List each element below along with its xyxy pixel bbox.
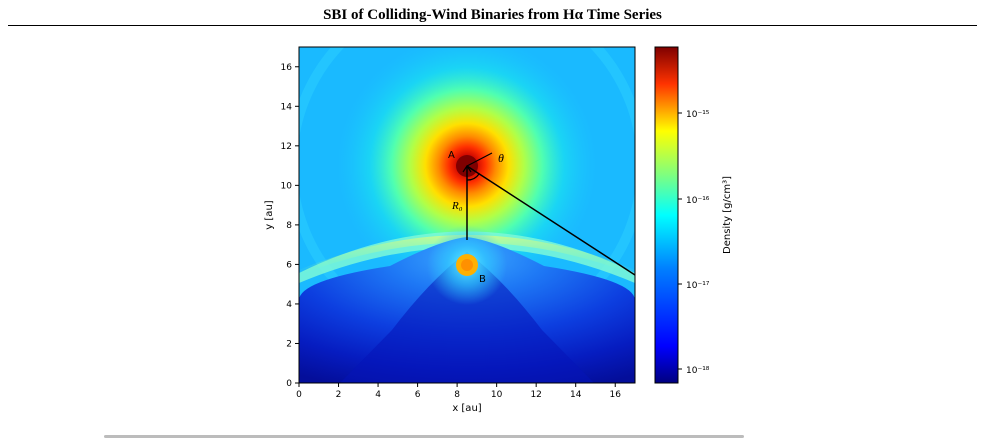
plot-frame [298,46,636,384]
x-axis-label: x [au] [452,403,481,414]
theta-arc [466,173,480,181]
colorbar-tick-label: 10⁻¹⁷ [686,281,710,291]
colorbar-tick-label: 10⁻¹⁸ [686,366,710,376]
x-tick-label: 4 [375,390,381,400]
x-tick-label: 8 [454,390,460,400]
x-tick-label: 6 [415,390,421,400]
axes: 0 2 4 6 8 10 12 14 16 0 2 4 6 8 10 12 14 16 [281,63,622,400]
x-tick-label: 10 [491,390,503,400]
y-tick-label: 16 [281,63,293,73]
colorbar-tick-label: 10⁻¹⁵ [686,110,710,120]
y-axis-label: y [au] [264,200,275,229]
y-tick-label: 2 [286,339,292,349]
density-heatmap: A B θ R₀ [299,47,635,383]
angle-ray [466,165,635,276]
y-tick-label: 4 [286,300,292,310]
colorbar-ticks: 10⁻¹⁵ 10⁻¹⁶ 10⁻¹⁷ 10⁻¹⁸ [678,110,710,376]
header-rule [8,25,977,26]
theta-label: θ [498,151,504,165]
y-tick-label: 8 [286,221,292,231]
colorbar-label: Density [g/cm³] [722,176,733,254]
x-tick-label: 2 [336,390,342,400]
x-tick-label: 0 [296,390,302,400]
y-tick-label: 10 [281,181,293,191]
y-tick-label: 14 [281,102,293,112]
star-b-label: B [479,274,486,285]
page-header: SBI of Colliding-Wind Binaries from Hα T… [0,0,985,30]
colorbar-frame [654,46,679,384]
y-tick-label: 6 [286,260,292,270]
colorbar-tick-label: 10⁻¹⁶ [686,196,710,206]
y-tick-label: 12 [281,142,292,152]
colorbar [655,47,678,383]
star-a-label: A [448,150,455,161]
r0-label: R₀ [451,200,463,212]
x-tick-label: 14 [570,390,582,400]
x-tick-label: 12 [530,390,541,400]
y-tick-label: 0 [286,379,292,389]
page-title: SBI of Colliding-Wind Binaries from Hα T… [323,7,662,23]
theta-pointer [466,152,493,167]
x-tick-label: 16 [610,390,622,400]
caption-fragment [104,425,784,439]
